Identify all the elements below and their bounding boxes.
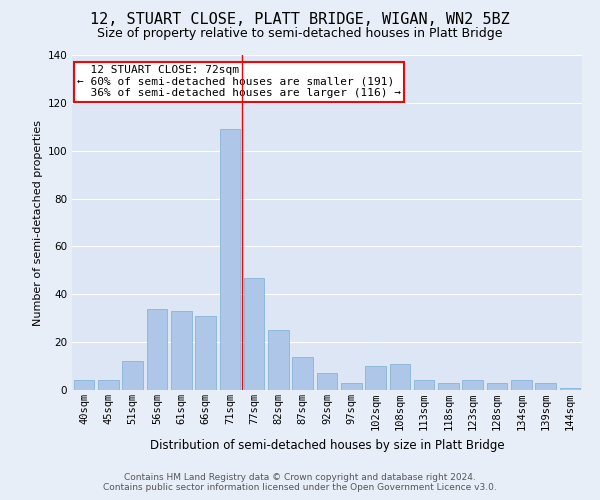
Bar [365, 366, 386, 390]
Text: 12, STUART CLOSE, PLATT BRIDGE, WIGAN, WN2 5BZ: 12, STUART CLOSE, PLATT BRIDGE, WIGAN, W… [90, 12, 510, 28]
Bar [220, 129, 240, 390]
Bar [292, 356, 313, 390]
Bar [74, 380, 94, 390]
Bar [511, 380, 532, 390]
Y-axis label: Number of semi-detached properties: Number of semi-detached properties [33, 120, 43, 326]
Bar [438, 383, 459, 390]
Bar [171, 311, 191, 390]
Bar [487, 383, 508, 390]
Text: 12 STUART CLOSE: 72sqm  
← 60% of semi-detached houses are smaller (191)
  36% o: 12 STUART CLOSE: 72sqm ← 60% of semi-det… [77, 65, 401, 98]
Bar [122, 362, 143, 390]
X-axis label: Distribution of semi-detached houses by size in Platt Bridge: Distribution of semi-detached houses by … [149, 438, 505, 452]
Bar [560, 388, 580, 390]
Bar [98, 380, 119, 390]
Bar [195, 316, 216, 390]
Bar [389, 364, 410, 390]
Bar [317, 373, 337, 390]
Text: Contains HM Land Registry data © Crown copyright and database right 2024.
Contai: Contains HM Land Registry data © Crown c… [103, 473, 497, 492]
Text: Size of property relative to semi-detached houses in Platt Bridge: Size of property relative to semi-detach… [97, 28, 503, 40]
Bar [146, 308, 167, 390]
Bar [244, 278, 265, 390]
Bar [463, 380, 483, 390]
Bar [535, 383, 556, 390]
Bar [341, 383, 362, 390]
Bar [414, 380, 434, 390]
Bar [268, 330, 289, 390]
